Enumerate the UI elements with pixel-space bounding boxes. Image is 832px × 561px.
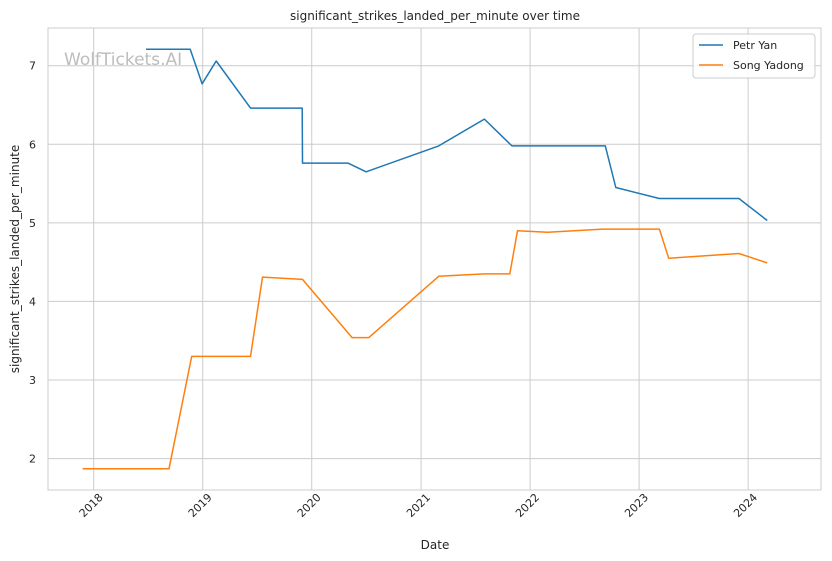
watermark-text: WolfTickets.AI bbox=[64, 50, 182, 70]
y-tick-label-5: 5 bbox=[29, 217, 36, 230]
x-tick-label-2020: 2020 bbox=[295, 491, 324, 520]
x-tick-label-2024: 2024 bbox=[731, 491, 760, 520]
grid bbox=[48, 28, 821, 490]
y-tick-label-2: 2 bbox=[29, 453, 36, 466]
plot-area bbox=[48, 28, 821, 490]
y-axis-label: significant_strikes_landed_per_minute bbox=[8, 145, 22, 374]
chart-title: significant_strikes_landed_per_minute ov… bbox=[290, 9, 580, 23]
y-tick-label-6: 6 bbox=[29, 138, 36, 151]
y-tick-label-3: 3 bbox=[29, 374, 36, 387]
x-tick-label-2019: 2019 bbox=[186, 491, 215, 520]
x-tick-label-2023: 2023 bbox=[622, 491, 651, 520]
series-layer bbox=[82, 48, 768, 470]
series-line-song-yadong bbox=[82, 228, 768, 470]
x-tick-label-2021: 2021 bbox=[404, 491, 433, 520]
x-axis-ticks: 2018 2019 2020 2021 2022 2023 2024 bbox=[77, 491, 760, 520]
legend-label-song-yadong: Song Yadong bbox=[733, 59, 804, 72]
legend-box bbox=[692, 33, 816, 79]
y-tick-label-7: 7 bbox=[29, 60, 36, 73]
y-axis-ticks: 2 3 4 5 6 7 bbox=[29, 60, 36, 466]
legend-label-petr-yan: Petr Yan bbox=[733, 39, 777, 52]
legend: Petr Yan Song Yadong bbox=[692, 33, 816, 79]
x-tick-label-2018: 2018 bbox=[77, 491, 106, 520]
x-axis-label: Date bbox=[421, 538, 450, 552]
y-tick-label-4: 4 bbox=[29, 295, 36, 308]
x-tick-label-2022: 2022 bbox=[513, 491, 542, 520]
series-line-petr-yan bbox=[146, 48, 768, 222]
plot-frame bbox=[47, 27, 822, 491]
